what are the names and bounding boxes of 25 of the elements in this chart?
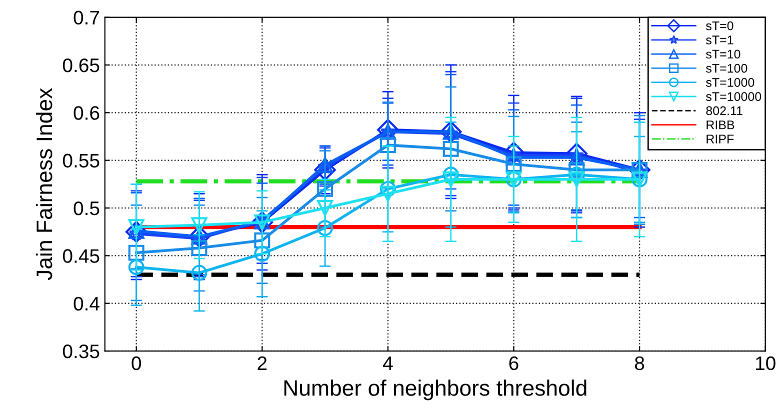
x-axis-title: Number of neighbors threshold: [284, 380, 586, 400]
y-tick-label: 0.6: [74, 106, 100, 120]
y-tick-label: 0.55: [62, 154, 100, 168]
legend-label: sT=0: [706, 21, 734, 30]
y-tick-label: 0.7: [74, 10, 100, 25]
legend-label: sT=1000: [706, 78, 754, 87]
legend-label: 802.11: [706, 106, 742, 116]
y-tick-label: 0.5: [74, 201, 100, 216]
y-axis-title: Jain Fairness Index: [36, 88, 52, 280]
x-tick-label: 6: [509, 356, 518, 370]
x-tick-label: 2: [258, 356, 267, 370]
legend-label: RIPF: [706, 134, 734, 144]
y-tick-label: 0.45: [62, 249, 100, 263]
legend-label: sT=100: [706, 64, 748, 73]
y-tick-label: 0.65: [62, 58, 100, 72]
legend-label: sT=1: [706, 36, 734, 44]
x-tick-label: 4: [382, 356, 393, 370]
legend-label: sT=10: [706, 50, 740, 59]
x-tick-label: 8: [634, 356, 644, 370]
y-tick-label: 0.4: [74, 296, 100, 311]
legend-label: sT=10000: [706, 92, 762, 101]
legend-label: RIBB: [706, 120, 734, 130]
y-tick-label: 0.35: [62, 344, 100, 358]
x-tick-label: 0: [132, 356, 141, 370]
x-tick-label: 10: [756, 356, 776, 370]
